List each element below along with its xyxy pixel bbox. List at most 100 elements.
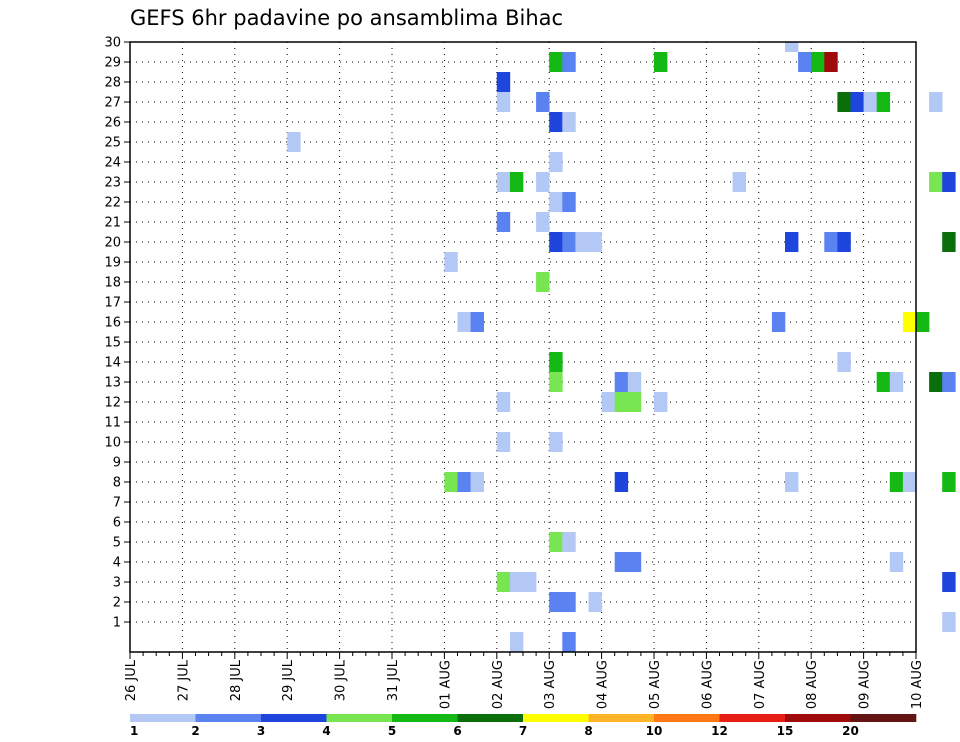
heatmap-cell bbox=[837, 232, 851, 252]
heatmap-cell bbox=[785, 42, 799, 52]
x-tick-label: 04 AUG bbox=[596, 660, 611, 709]
heatmap-cell bbox=[536, 272, 550, 292]
legend-label: 7 bbox=[519, 724, 527, 738]
heatmap-cell bbox=[627, 552, 642, 572]
legend-label: 6 bbox=[453, 724, 461, 738]
legend-label: 8 bbox=[584, 724, 592, 738]
heatmap-cell bbox=[929, 92, 943, 112]
legend-label: 12 bbox=[711, 724, 728, 738]
legend-label: 1 bbox=[130, 724, 138, 738]
heatmap-cell bbox=[549, 112, 563, 132]
y-tick-label: 27 bbox=[104, 96, 121, 111]
legend-swatch bbox=[392, 714, 458, 722]
heatmap-cell bbox=[627, 372, 642, 392]
heatmap-cell bbox=[889, 472, 904, 492]
heatmap-cell bbox=[549, 592, 563, 612]
x-tick-label: 29 JUL bbox=[281, 659, 296, 701]
heatmap-cell bbox=[627, 392, 642, 412]
heatmap-cell bbox=[444, 252, 458, 272]
y-tick-label: 4 bbox=[113, 556, 121, 571]
y-tick-label: 21 bbox=[104, 216, 121, 231]
heatmap-cell bbox=[771, 312, 786, 332]
x-tick-label: 30 JUL bbox=[334, 659, 349, 701]
heatmap-cell bbox=[654, 392, 668, 412]
heatmap-cell bbox=[496, 172, 511, 192]
x-tick-label: 02 AUG bbox=[491, 660, 506, 709]
heatmap-cell bbox=[942, 372, 956, 392]
heatmap-cell bbox=[549, 232, 563, 252]
heatmap-cell bbox=[732, 172, 746, 192]
y-tick-label: 8 bbox=[113, 476, 121, 491]
heatmap-cell bbox=[470, 472, 484, 492]
heatmap-cell bbox=[811, 52, 825, 72]
heatmap-cell bbox=[523, 572, 537, 592]
y-tick-label: 2 bbox=[113, 596, 121, 611]
heatmap-cell bbox=[837, 352, 851, 372]
legend-label: 20 bbox=[842, 724, 859, 738]
heatmap-cell bbox=[562, 632, 576, 652]
y-tick-label: 25 bbox=[104, 136, 121, 151]
legend-label: 15 bbox=[777, 724, 794, 738]
legend-label: 4 bbox=[322, 724, 330, 738]
y-tick-label: 5 bbox=[113, 536, 121, 551]
heatmap-cell bbox=[785, 472, 799, 492]
heatmap-cell bbox=[575, 232, 589, 252]
y-tick-label: 9 bbox=[113, 456, 121, 471]
x-tick-label: 08 AUG bbox=[805, 660, 820, 709]
legend-label: 10 bbox=[646, 724, 663, 738]
x-tick-label: 09 AUG bbox=[858, 660, 873, 709]
heatmap-cell bbox=[562, 232, 576, 252]
heatmap-cell bbox=[929, 172, 943, 192]
x-tick-label: 05 AUG bbox=[648, 660, 663, 709]
legend-swatch bbox=[261, 714, 327, 722]
heatmap-cell bbox=[549, 152, 563, 172]
y-tick-label: 6 bbox=[113, 516, 121, 531]
heatmap-cell bbox=[470, 312, 484, 332]
color-legend: 1 2 3 4 5 6 7 8 10 12 15 20 bbox=[130, 714, 917, 738]
x-axis: 26 JUL 27 JUL 28 JUL 29 JUL 30 JUL 31 JUL 01 A… bbox=[124, 652, 925, 709]
heatmap-cell bbox=[942, 232, 956, 252]
heatmap-cell bbox=[942, 472, 956, 492]
y-tick-label: 30 bbox=[104, 36, 121, 51]
heatmap-cell bbox=[509, 572, 524, 592]
legend-swatch bbox=[785, 714, 851, 722]
y-tick-label: 3 bbox=[113, 576, 121, 591]
y-tick-label: 23 bbox=[104, 176, 121, 191]
heatmap-cell bbox=[889, 372, 904, 392]
x-tick-label: 10 AUG bbox=[910, 660, 925, 709]
heatmap-cell bbox=[942, 572, 956, 592]
heatmap-cell bbox=[562, 192, 576, 212]
y-tick-label: 28 bbox=[104, 76, 121, 91]
heatmap-cell bbox=[785, 232, 799, 252]
plot-frame bbox=[129, 41, 917, 653]
legend-label: 2 bbox=[191, 724, 199, 738]
y-tick-label: 17 bbox=[104, 296, 121, 311]
y-tick-label: 13 bbox=[104, 376, 121, 391]
y-tick-label: 26 bbox=[104, 116, 121, 131]
heatmap-cells bbox=[287, 42, 956, 652]
heatmap-cell bbox=[496, 72, 511, 92]
x-tick-label: 03 AUG bbox=[543, 660, 558, 709]
y-tick-label: 22 bbox=[104, 196, 121, 211]
x-tick-label: 31 JUL bbox=[386, 659, 401, 701]
y-tick-label: 12 bbox=[104, 396, 121, 411]
heatmap-cell bbox=[942, 172, 956, 192]
heatmap-cell bbox=[588, 232, 602, 252]
legend-label: 3 bbox=[257, 724, 265, 738]
heatmap-cell bbox=[562, 592, 576, 612]
legend-swatch bbox=[850, 714, 917, 722]
heatmap-cell bbox=[654, 52, 668, 72]
legend-swatch bbox=[523, 714, 589, 722]
y-axis: 1234567891011121314151617181920212223242… bbox=[104, 36, 130, 631]
legend-swatch bbox=[195, 714, 262, 722]
y-tick-label: 11 bbox=[104, 416, 121, 431]
y-tick-label: 1 bbox=[113, 616, 121, 631]
heatmap-cell bbox=[496, 392, 511, 412]
heatmap-cell bbox=[824, 52, 838, 72]
heatmap-cell bbox=[614, 372, 629, 392]
x-tick-label: 01 AUG bbox=[438, 660, 453, 709]
heatmap-cell bbox=[457, 312, 471, 332]
legend-swatch bbox=[588, 714, 655, 722]
